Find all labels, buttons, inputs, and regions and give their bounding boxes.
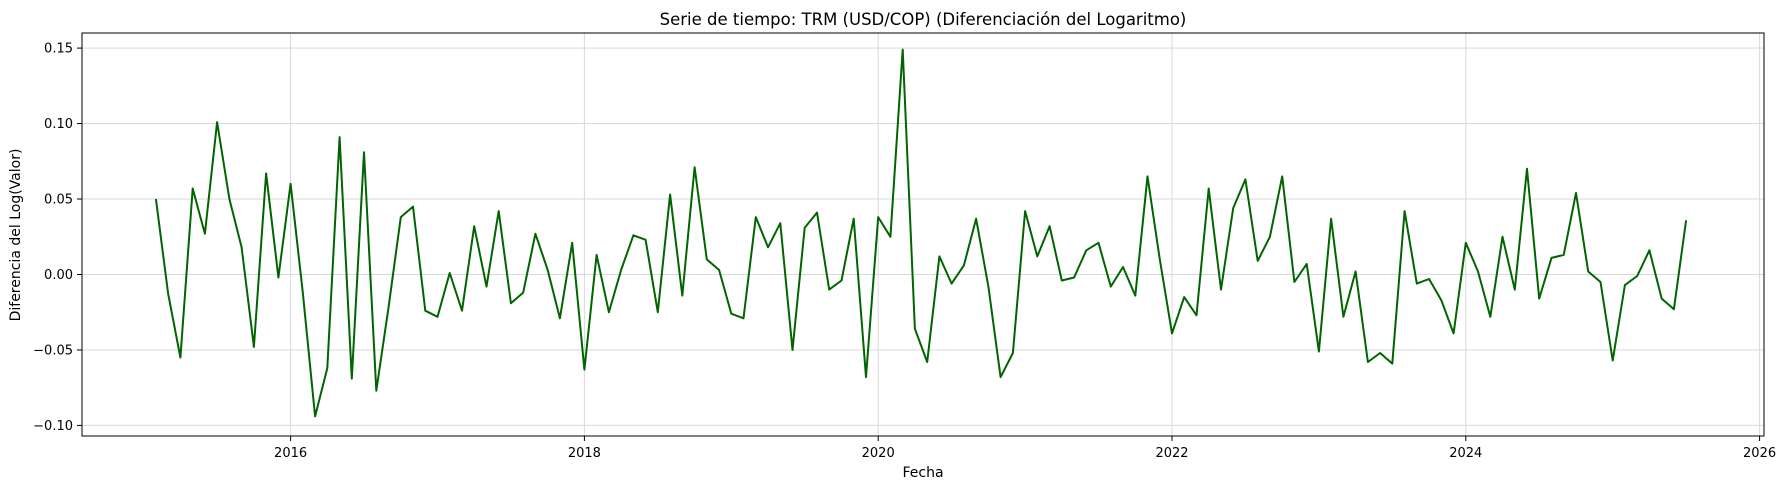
plot-frame bbox=[81, 32, 1765, 437]
y-tick-label: 0.05 bbox=[44, 193, 73, 208]
chart-title: Serie de tiempo: TRM (USD/COP) (Diferenc… bbox=[660, 10, 1187, 29]
y-tick-label: 0.15 bbox=[44, 42, 73, 57]
x-tick-label: 2018 bbox=[568, 446, 601, 461]
y-tick-label: 0.10 bbox=[44, 117, 73, 132]
y-tick-label: 0.00 bbox=[44, 268, 73, 283]
x-tick-label: 2020 bbox=[862, 446, 895, 461]
y-tick-label: −0.10 bbox=[33, 419, 73, 434]
y-axis-label: Diferencia del Log(Valor) bbox=[8, 149, 24, 322]
x-tick-label: 2022 bbox=[1155, 446, 1188, 461]
series-line-0 bbox=[154, 48, 1688, 418]
x-tick-label: 2026 bbox=[1743, 446, 1776, 461]
grid bbox=[82, 33, 1764, 436]
x-axis-label: Fecha bbox=[902, 465, 943, 481]
x-tick-label: 2024 bbox=[1449, 446, 1482, 461]
series-layer bbox=[154, 48, 1688, 418]
y-axis: −0.10 −0.05 0.00 0.05 0.10 0.15 bbox=[33, 42, 82, 434]
x-axis: 2016 2018 2020 2022 2024 2026 bbox=[274, 436, 1776, 461]
y-tick-label: −0.05 bbox=[33, 343, 73, 358]
x-tick-label: 2016 bbox=[274, 446, 307, 461]
